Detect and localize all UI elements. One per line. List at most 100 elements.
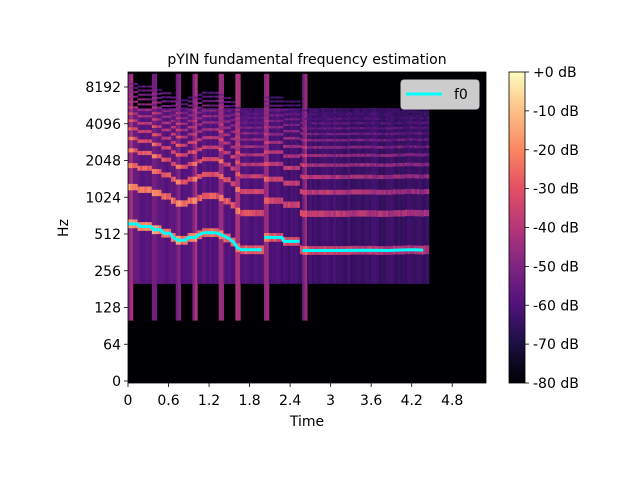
spectrogram-cell — [249, 209, 253, 217]
spectrogram-cell — [347, 117, 351, 120]
spectrogram-cell — [338, 174, 341, 180]
spectrogram-cell — [233, 118, 236, 121]
spectrogram-cell — [268, 140, 272, 144]
spectrogram-cell — [185, 108, 189, 284]
spectrogram-cell — [314, 139, 318, 142]
spectrogram-cell — [173, 109, 177, 112]
spectrogram-cell — [216, 121, 220, 124]
spectrogram-cell — [128, 148, 131, 153]
spectrogram-cell — [412, 153, 415, 157]
spectrogram-cell — [333, 189, 337, 195]
spectrogram-cell — [142, 121, 146, 125]
spectrogram-cell — [316, 113, 320, 116]
f0-line-layer — [128, 222, 424, 252]
spectrogram-cell — [256, 126, 260, 129]
spectrogram-cell — [161, 146, 165, 150]
spectrogram-cell — [185, 103, 189, 106]
spectrogram-cell — [135, 82, 139, 85]
spectrogram-cell — [211, 95, 215, 98]
spectrogram-cell — [280, 104, 284, 107]
spectrogram-cell — [338, 113, 341, 116]
spectrogram-cell — [244, 112, 248, 115]
spectrogram-cell — [287, 201, 291, 208]
spectrogram-cell — [259, 138, 263, 141]
colorbar: +0 dB-10 dB-20 dB-30 dB-40 dB-50 dB-60 d… — [508, 65, 579, 392]
spectrogram-cell — [318, 189, 322, 195]
spectrogram-cell — [244, 126, 248, 129]
spectrogram-cell — [395, 138, 399, 142]
spectrogram-cell — [128, 119, 131, 123]
spectrogram-cell — [373, 189, 377, 195]
spectrogram-cell — [407, 209, 411, 217]
spectrogram-cell — [197, 194, 201, 202]
spectrogram-cell — [321, 113, 325, 116]
spectrogram-cell — [166, 100, 170, 103]
spectrogram-cell — [302, 122, 306, 125]
spectrogram-cell — [168, 136, 172, 140]
spectrogram-cell — [378, 163, 382, 167]
spectrogram-cell — [397, 189, 401, 195]
spectrogram-cell — [156, 101, 160, 104]
spectrogram-cell — [249, 108, 253, 284]
spectrogram-cell — [192, 176, 196, 182]
spectrogram-cell — [383, 189, 387, 195]
spectrogram-cell — [225, 198, 229, 205]
y-tick-label: 0 — [112, 374, 121, 390]
spectrogram-cell — [323, 139, 327, 142]
spectrogram-cell — [166, 92, 170, 95]
spectrogram-cell — [190, 197, 193, 204]
spectrogram-cell — [168, 105, 172, 108]
spectrogram-cell — [392, 153, 396, 157]
spectrogram-cell — [151, 112, 155, 115]
plot-frame — [127, 71, 487, 384]
spectrogram-cell — [168, 193, 172, 200]
spectrogram-cell — [216, 104, 220, 107]
spectrogram-cell — [218, 159, 222, 164]
spectrogram-cell — [240, 132, 244, 135]
spectrogram-cell — [421, 109, 425, 112]
spectrogram-cell — [261, 108, 265, 111]
spectrogram-cell — [206, 136, 210, 140]
spectrogram-cell — [161, 193, 165, 200]
spectrogram-cell — [223, 177, 227, 183]
spectrogram-cell — [170, 176, 174, 182]
spectrogram-cell — [349, 108, 353, 284]
spectrogram-cell — [423, 112, 427, 115]
spectrogram-cell — [342, 189, 346, 195]
spectrogram-cell — [194, 140, 198, 144]
spectrogram-cell — [409, 145, 413, 148]
spectrogram-cell — [175, 179, 179, 185]
spectrogram-cell — [199, 106, 203, 109]
spectrogram-cell — [161, 128, 165, 132]
spectrogram-cell — [228, 133, 232, 137]
spectrogram-cell — [182, 153, 186, 157]
spectrogram-cell — [182, 200, 186, 207]
spectrogram-cell — [180, 153, 184, 157]
spectrogram-cell — [419, 121, 423, 124]
spectrogram-cell — [275, 114, 279, 117]
spectrogram-cell — [199, 101, 203, 104]
spectrogram-cell — [137, 85, 141, 88]
spectrogram-cell — [151, 106, 155, 109]
spectrogram-cell — [333, 109, 337, 112]
spectrogram-cell — [151, 73, 155, 321]
spectrogram-cell — [185, 128, 189, 132]
spectrogram-cell — [149, 186, 153, 193]
spectrogram-cell — [213, 99, 217, 102]
spectrogram-cell — [290, 104, 294, 107]
spectrogram-cell — [366, 113, 370, 116]
spectrogram-cell — [376, 132, 380, 136]
spectrogram-cell — [194, 73, 198, 321]
spectrogram-cell — [335, 153, 339, 158]
spectrogram-cell — [235, 73, 239, 321]
spectrogram-cell — [416, 138, 420, 141]
spectrogram-cell — [180, 179, 184, 185]
spectrogram-cell — [373, 163, 377, 167]
spectrogram-cell — [223, 141, 227, 145]
spectrogram-cell — [132, 136, 136, 141]
spectrogram-cell — [373, 117, 377, 120]
spectrogram-cell — [163, 100, 167, 103]
spectrogram-cell — [326, 117, 329, 120]
spectrogram-cell — [192, 104, 196, 107]
spectrogram-cell — [409, 209, 413, 217]
